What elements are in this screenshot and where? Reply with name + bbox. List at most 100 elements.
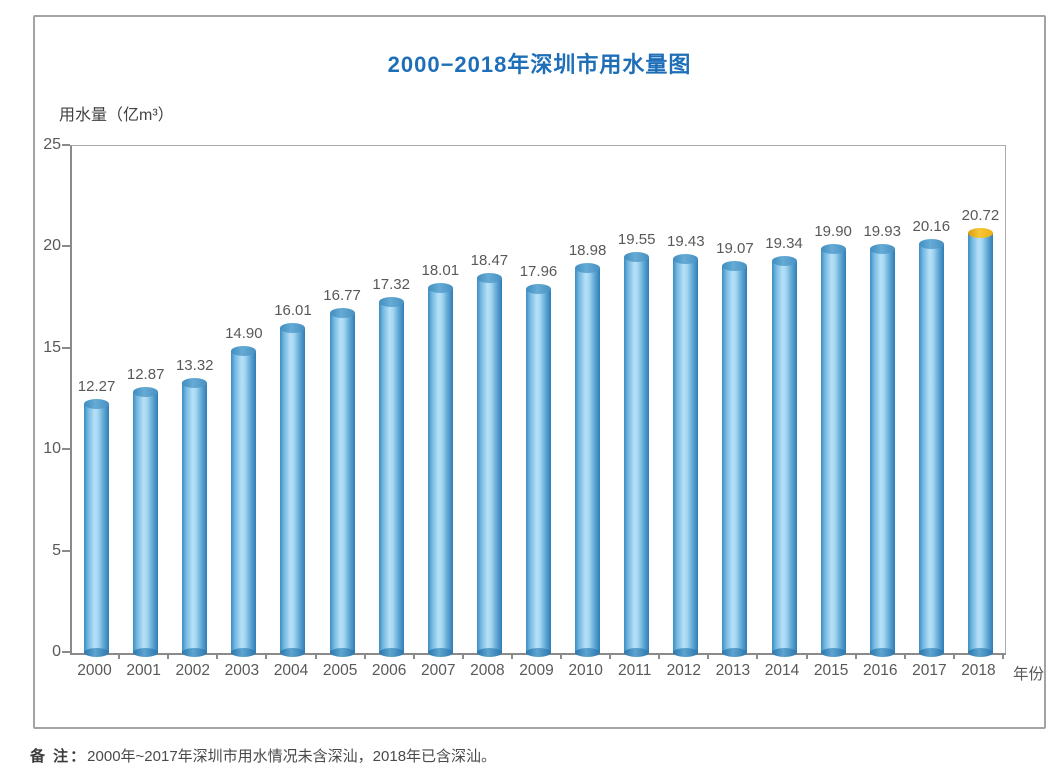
bar-cap xyxy=(280,323,306,334)
x-tick-label: 2016 xyxy=(862,662,898,679)
y-tick-label: 0 xyxy=(52,643,61,660)
bar-value-label: 17.32 xyxy=(372,275,410,293)
x-tick-label: 2005 xyxy=(322,662,358,679)
footnote-text: 2000年~2017年深圳市用水情况未含深汕，2018年已含深汕。 xyxy=(87,748,497,765)
bar-value-label: 18.47 xyxy=(470,252,509,270)
y-tick-mark xyxy=(62,245,70,248)
bar-cap xyxy=(869,243,895,254)
x-tick-mark xyxy=(560,653,563,659)
bar-cap xyxy=(231,345,257,356)
x-tick-mark xyxy=(1002,653,1004,659)
bar-value-label: 18.01 xyxy=(421,261,460,279)
bar xyxy=(378,296,404,657)
bar-value-label: 19.90 xyxy=(814,223,852,241)
bar xyxy=(820,244,846,657)
x-tick-label: 2014 xyxy=(764,662,800,679)
x-tick-label: 2009 xyxy=(519,662,554,679)
bar-foot xyxy=(722,648,748,657)
x-tick-label: 2002 xyxy=(175,662,210,679)
x-tick-mark xyxy=(167,653,170,659)
bar-foot xyxy=(133,648,159,657)
x-tick-label: 2013 xyxy=(715,662,751,679)
bar-value-label: 13.32 xyxy=(175,356,214,374)
bar-cap xyxy=(526,283,551,294)
bar xyxy=(722,261,748,657)
bar xyxy=(918,239,944,657)
bar-cap xyxy=(476,273,502,284)
bar xyxy=(84,399,110,657)
bar-value-label: 19.43 xyxy=(667,232,705,250)
x-tick-mark xyxy=(903,653,906,659)
bar-foot xyxy=(427,648,453,657)
bar-value-label: 20.72 xyxy=(961,206,1000,224)
bar xyxy=(476,273,502,657)
bar-value-label: 16.01 xyxy=(274,302,312,320)
bar-cap xyxy=(329,307,355,318)
x-tick-label: 2004 xyxy=(273,662,309,679)
x-tick-mark xyxy=(461,653,464,659)
y-tick-mark xyxy=(62,448,70,451)
y-axis-title: 用水量（亿m³） xyxy=(59,107,174,124)
x-tick-mark xyxy=(412,653,415,659)
x-tick-label: 2011 xyxy=(618,662,652,679)
bar-foot xyxy=(84,648,110,657)
footnote-label: 备 注： xyxy=(30,748,88,765)
bar-foot xyxy=(673,648,699,657)
bar-cap xyxy=(182,377,208,388)
x-tick-mark xyxy=(952,653,955,659)
bar-foot xyxy=(869,648,895,657)
x-tick-mark xyxy=(609,653,612,659)
x-tick-mark xyxy=(510,653,513,659)
bar-cap xyxy=(427,282,453,293)
x-tick-mark xyxy=(805,653,808,659)
x-tick-label: 2006 xyxy=(371,662,407,679)
x-tick-mark xyxy=(854,653,857,659)
bar-cap xyxy=(771,255,797,266)
chart-title: 2000−2018年深圳市用水量图 xyxy=(387,52,692,77)
y-tick-label: 10 xyxy=(43,440,61,458)
bar-value-label: 20.16 xyxy=(912,218,951,236)
x-tick-mark xyxy=(756,653,759,659)
bar xyxy=(575,263,601,657)
x-tick-label: 2010 xyxy=(568,662,603,679)
x-tick-mark xyxy=(265,653,268,659)
bar-value-label: 19.07 xyxy=(716,240,754,258)
bar-value-label: 16.77 xyxy=(323,286,361,304)
footnote: 备 注：2000年~2017年深圳市用水情况未含深汕，2018年已含深汕。 xyxy=(30,745,496,766)
bar-value-label: 19.55 xyxy=(617,230,656,248)
bar-foot xyxy=(231,648,257,657)
bar-foot xyxy=(526,648,551,657)
bar-cap xyxy=(918,239,944,250)
bar-cap-gold xyxy=(967,227,993,238)
bar xyxy=(329,307,355,657)
bar xyxy=(231,345,257,657)
bar-foot xyxy=(918,648,944,657)
x-tick-label: 2015 xyxy=(813,662,849,679)
bar xyxy=(869,243,895,657)
bar-foot xyxy=(280,648,306,657)
bar-value-label: 17.96 xyxy=(519,262,558,280)
bar-value-label: 12.87 xyxy=(126,366,165,383)
bar-foot xyxy=(771,648,797,657)
bar-cap xyxy=(673,253,699,264)
x-tick-mark xyxy=(118,653,121,659)
bar-value-label: 19.34 xyxy=(765,234,803,252)
bar-value-label: 18.98 xyxy=(568,242,607,260)
y-tick-mark xyxy=(62,144,70,146)
bar-value-label: 12.27 xyxy=(77,378,116,396)
bar xyxy=(280,323,306,657)
y-tick-mark xyxy=(62,549,70,552)
bar-cap xyxy=(575,263,601,274)
x-tick-mark xyxy=(314,653,317,659)
bar xyxy=(427,282,453,657)
bar-cap xyxy=(820,244,846,255)
bar-cap xyxy=(624,251,650,262)
x-tick-label: 2003 xyxy=(224,662,260,679)
bar-cap xyxy=(722,261,748,272)
bar-highlight xyxy=(967,227,993,657)
bar-value-label: 19.93 xyxy=(863,222,901,240)
x-tick-mark xyxy=(658,653,661,659)
x-tick-mark xyxy=(363,653,366,659)
x-tick-mark xyxy=(216,653,219,659)
